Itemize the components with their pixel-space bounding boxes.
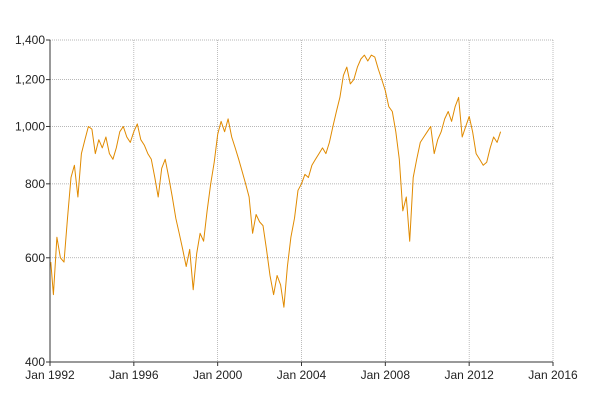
x-tick-label: Jan 2012: [444, 368, 494, 382]
x-tick-label: Jan 2008: [361, 368, 411, 382]
y-tick-labels: 400 600 800 1,000 1,200 1,400: [15, 33, 50, 369]
y-tick-label: 600: [25, 251, 45, 265]
y-tick-label: 400: [25, 355, 45, 369]
x-tick-label: Jan 2000: [193, 368, 243, 382]
y-tick-label: 1,200: [15, 73, 45, 87]
y-tick-label: 1,400: [15, 33, 45, 47]
x-tick-label: Jan 1992: [25, 368, 75, 382]
x-tick-label: Jan 2004: [277, 368, 327, 382]
x-tick-label: Jan 2016: [528, 368, 578, 382]
y-tick-label: 1,000: [15, 119, 45, 133]
grid: [49, 39, 554, 363]
x-tick-labels: Jan 1992 Jan 1996 Jan 2000 Jan 2004 Jan 2008…: [25, 362, 578, 382]
y-tick-label: 800: [25, 177, 45, 191]
series: [50, 54, 502, 308]
x-tick-label: Jan 1996: [109, 368, 159, 382]
series-line: [50, 54, 502, 308]
